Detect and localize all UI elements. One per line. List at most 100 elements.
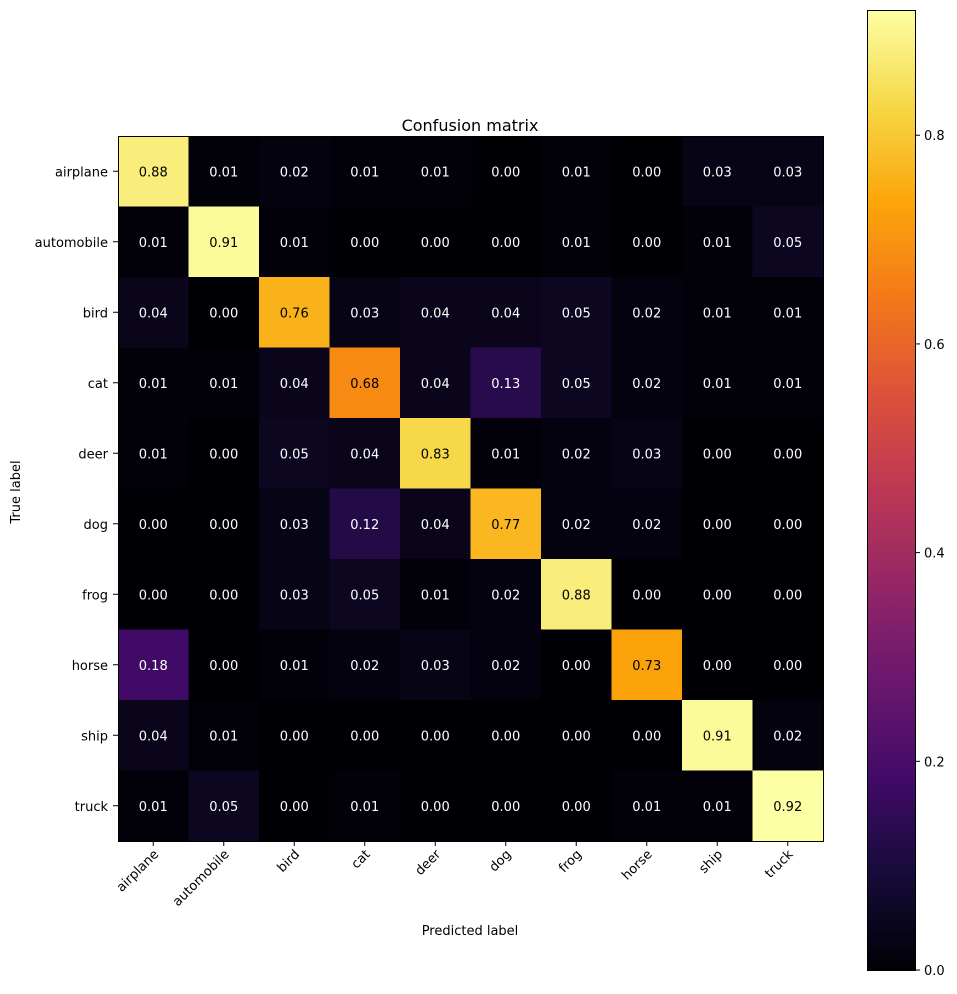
heatmap-cell-label: 0.00 xyxy=(632,588,661,603)
heatmap-cell xyxy=(400,347,471,419)
heatmap-cell xyxy=(541,418,612,489)
y-tick-label: deer xyxy=(78,447,108,462)
heatmap-cell-label: 0.00 xyxy=(139,588,168,603)
heatmap-cell-label: 0.03 xyxy=(421,659,450,674)
heatmap-cell xyxy=(259,418,330,489)
heatmap-cell xyxy=(752,206,824,278)
heatmap-cell xyxy=(400,206,471,278)
heatmap-cell xyxy=(752,700,824,771)
heatmap-cell xyxy=(682,277,753,348)
chart-title: Confusion matrix xyxy=(402,116,539,135)
colorbar-tick-label: 0.8 xyxy=(924,129,945,144)
heatmap-cell xyxy=(259,206,330,278)
heatmap-cell xyxy=(118,488,189,560)
heatmap-cell-label: 0.01 xyxy=(562,165,591,180)
heatmap-cell-label: 0.01 xyxy=(139,800,168,815)
heatmap-cell xyxy=(682,629,753,701)
heatmap-cell xyxy=(259,559,330,630)
heatmap-cell xyxy=(259,700,330,771)
heatmap-cell-label: 0.83 xyxy=(421,447,450,462)
heatmap-cell-label: 0.00 xyxy=(703,588,732,603)
y-tick-label: automobile xyxy=(35,236,108,251)
heatmap-cell-label: 0.00 xyxy=(491,165,520,180)
heatmap-cell-label: 0.01 xyxy=(139,377,168,392)
heatmap-cell xyxy=(118,770,189,842)
y-tick-label: truck xyxy=(75,800,109,815)
heatmap-cell xyxy=(400,277,471,348)
heatmap-cell xyxy=(752,629,824,701)
heatmap-cell xyxy=(188,277,260,348)
heatmap-cell xyxy=(470,136,542,207)
heatmap-cell-label: 0.00 xyxy=(703,518,732,533)
heatmap-cell-label: 0.04 xyxy=(491,306,520,321)
heatmap-cell-label: 0.02 xyxy=(491,588,520,603)
heatmap-cell-label: 0.00 xyxy=(491,729,520,744)
heatmap-cell xyxy=(329,418,401,489)
heatmap-cell-label: 0.02 xyxy=(491,659,520,674)
heatmap-cell xyxy=(541,136,612,207)
heatmap-cell-label: 0.00 xyxy=(562,729,591,744)
plot-frame xyxy=(118,136,824,842)
heatmap-cell-label: 0.00 xyxy=(209,659,238,674)
heatmap-cell-label: 0.68 xyxy=(350,377,379,392)
heatmap-cell-label: 0.00 xyxy=(703,659,732,674)
heatmap-cell-label: 0.01 xyxy=(773,306,802,321)
heatmap-cell xyxy=(611,700,683,771)
heatmap-cell xyxy=(541,277,612,348)
heatmap-cell xyxy=(329,559,401,630)
colorbar-ticks: 0.0 0.2 0.4 0.6 0.8 xyxy=(915,129,945,979)
heatmap-cell-label: 0.05 xyxy=(562,306,591,321)
heatmap-cell-label: 0.01 xyxy=(139,236,168,251)
heatmap-cell-label: 0.01 xyxy=(703,377,732,392)
heatmap-cell-label: 0.03 xyxy=(703,165,732,180)
heatmap-cell-label: 0.00 xyxy=(632,236,661,251)
heatmap-cell xyxy=(611,418,683,489)
heatmap-cell-label: 0.01 xyxy=(421,165,450,180)
heatmap-cell-label: 0.03 xyxy=(350,306,379,321)
heatmap-cell-label: 0.00 xyxy=(280,729,309,744)
heatmap-cell-label: 0.04 xyxy=(139,306,168,321)
heatmap-cell-label: 0.01 xyxy=(209,165,238,180)
heatmap-cell-label: 0.05 xyxy=(773,236,802,251)
heatmap-cell xyxy=(682,700,753,771)
heatmap-cell-label: 0.00 xyxy=(773,518,802,533)
heatmap-cell xyxy=(470,700,542,771)
heatmap-cell xyxy=(541,700,612,771)
heatmap-cell xyxy=(259,277,330,348)
heatmap-cell xyxy=(541,488,612,560)
heatmap-cell-label: 0.00 xyxy=(773,447,802,462)
heatmap-cell xyxy=(188,136,260,207)
y-tick-label: bird xyxy=(83,306,108,321)
heatmap-cell xyxy=(118,559,189,630)
heatmap-cell xyxy=(188,418,260,489)
heatmap-cell-label: 0.02 xyxy=(632,377,661,392)
heatmap-cell xyxy=(188,347,260,419)
heatmap-cell xyxy=(188,629,260,701)
heatmap-cell xyxy=(752,347,824,419)
heatmap-cell xyxy=(682,488,753,560)
heatmap-cell-label: 0.01 xyxy=(280,659,309,674)
heatmap-cell-label: 0.00 xyxy=(562,659,591,674)
heatmap-cell xyxy=(682,347,753,419)
heatmap-cell-label: 0.00 xyxy=(773,659,802,674)
heatmap-cell xyxy=(329,206,401,278)
heatmap-cell xyxy=(470,347,542,419)
heatmap-cell xyxy=(541,559,612,630)
colorbar-tick-label: 0.0 xyxy=(924,964,945,979)
heatmap-cell xyxy=(682,418,753,489)
heatmap-cell-label: 0.00 xyxy=(209,518,238,533)
heatmap-cell-label: 0.01 xyxy=(209,729,238,744)
heatmap-cell xyxy=(259,629,330,701)
heatmap-cell-label: 0.01 xyxy=(562,236,591,251)
heatmap-cell xyxy=(470,770,542,842)
heatmap-cell-label: 0.88 xyxy=(562,588,591,603)
heatmap-cell-label: 0.13 xyxy=(491,377,520,392)
heatmap-cell-label: 0.01 xyxy=(773,377,802,392)
heatmap-cell xyxy=(611,629,683,701)
heatmap-cell xyxy=(611,206,683,278)
heatmap-cell xyxy=(118,347,189,419)
heatmap-cell xyxy=(400,629,471,701)
heatmap-cell-label: 0.77 xyxy=(491,518,520,533)
heatmap-cell-label: 0.00 xyxy=(703,447,732,462)
